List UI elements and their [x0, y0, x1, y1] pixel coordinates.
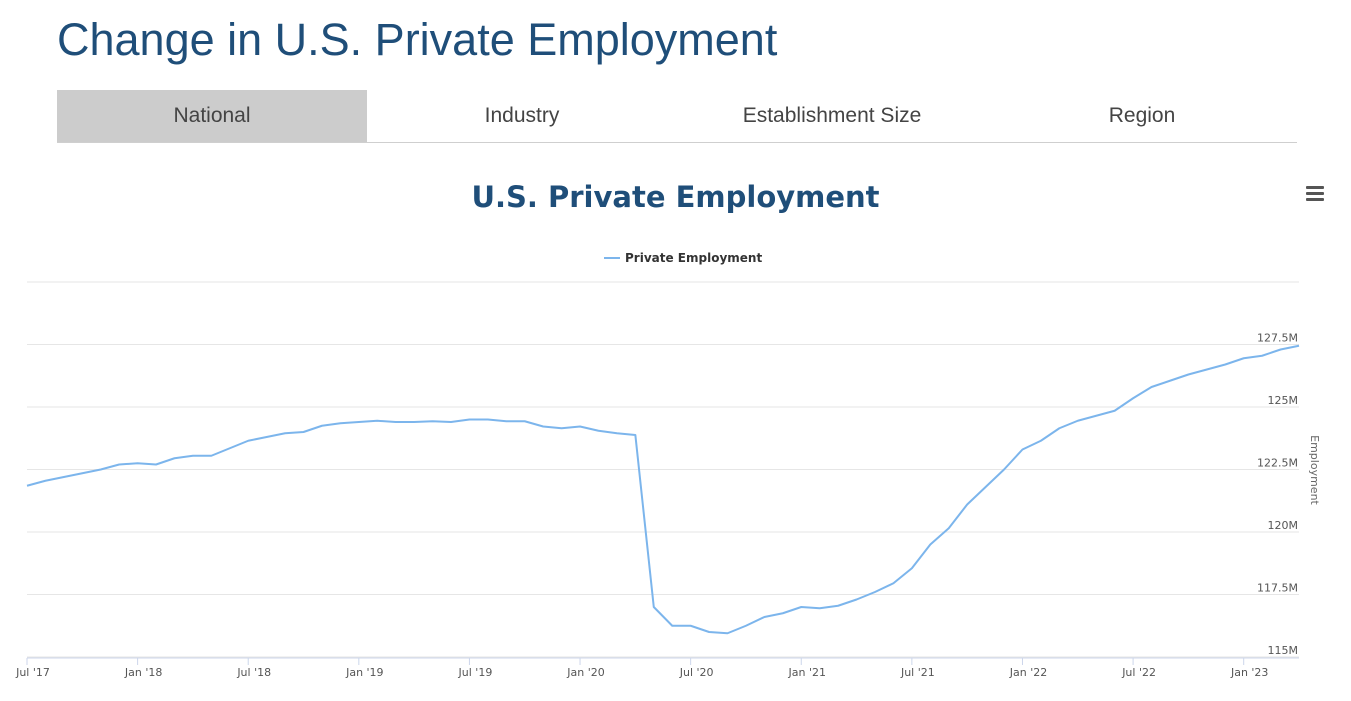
- tab-region[interactable]: Region: [1108, 104, 1176, 127]
- x-tick-label: Jan '23: [1230, 666, 1268, 679]
- y-tick-label: 115M: [1268, 644, 1299, 657]
- region-tabs: National Industry Establishment Size Reg…: [57, 90, 1297, 143]
- page-title: Change in U.S. Private Employment: [57, 14, 778, 65]
- tab-establishment-size[interactable]: Establishment Size: [742, 104, 922, 127]
- y-tick-label: 125M: [1268, 394, 1299, 407]
- x-tick-label: Jan '22: [1009, 666, 1047, 679]
- y-tick-label: 117.5M: [1257, 582, 1298, 595]
- x-tick-label: Jul '20: [679, 666, 714, 679]
- tab-industry[interactable]: Industry: [484, 104, 560, 127]
- x-tick-label: Jul '21: [900, 666, 935, 679]
- x-tick-label: Jan '21: [788, 666, 826, 679]
- y-axis-title: Employment: [1308, 435, 1321, 505]
- x-tick-label: Jul '17: [15, 666, 50, 679]
- x-tick-label: Jan '19: [345, 666, 383, 679]
- chart-title: U.S. Private Employment: [471, 180, 880, 214]
- hamburger-menu-icon[interactable]: [1306, 186, 1324, 204]
- y-tick-label: 120M: [1268, 519, 1299, 532]
- legend-label: Private Employment: [625, 251, 762, 265]
- y-tick-label: 122.5M: [1257, 457, 1298, 470]
- x-tick-label: Jul '22: [1121, 666, 1156, 679]
- tab-national[interactable]: National: [57, 90, 367, 142]
- series-line-private-employment: [26, 344, 1300, 635]
- y-tick-label: 127.5M: [1257, 332, 1298, 345]
- x-tick-label: Jul '19: [458, 666, 493, 679]
- x-tick-label: Jan '20: [566, 666, 604, 679]
- x-tick-label: Jan '18: [124, 666, 162, 679]
- x-tick-label: Jul '18: [236, 666, 271, 679]
